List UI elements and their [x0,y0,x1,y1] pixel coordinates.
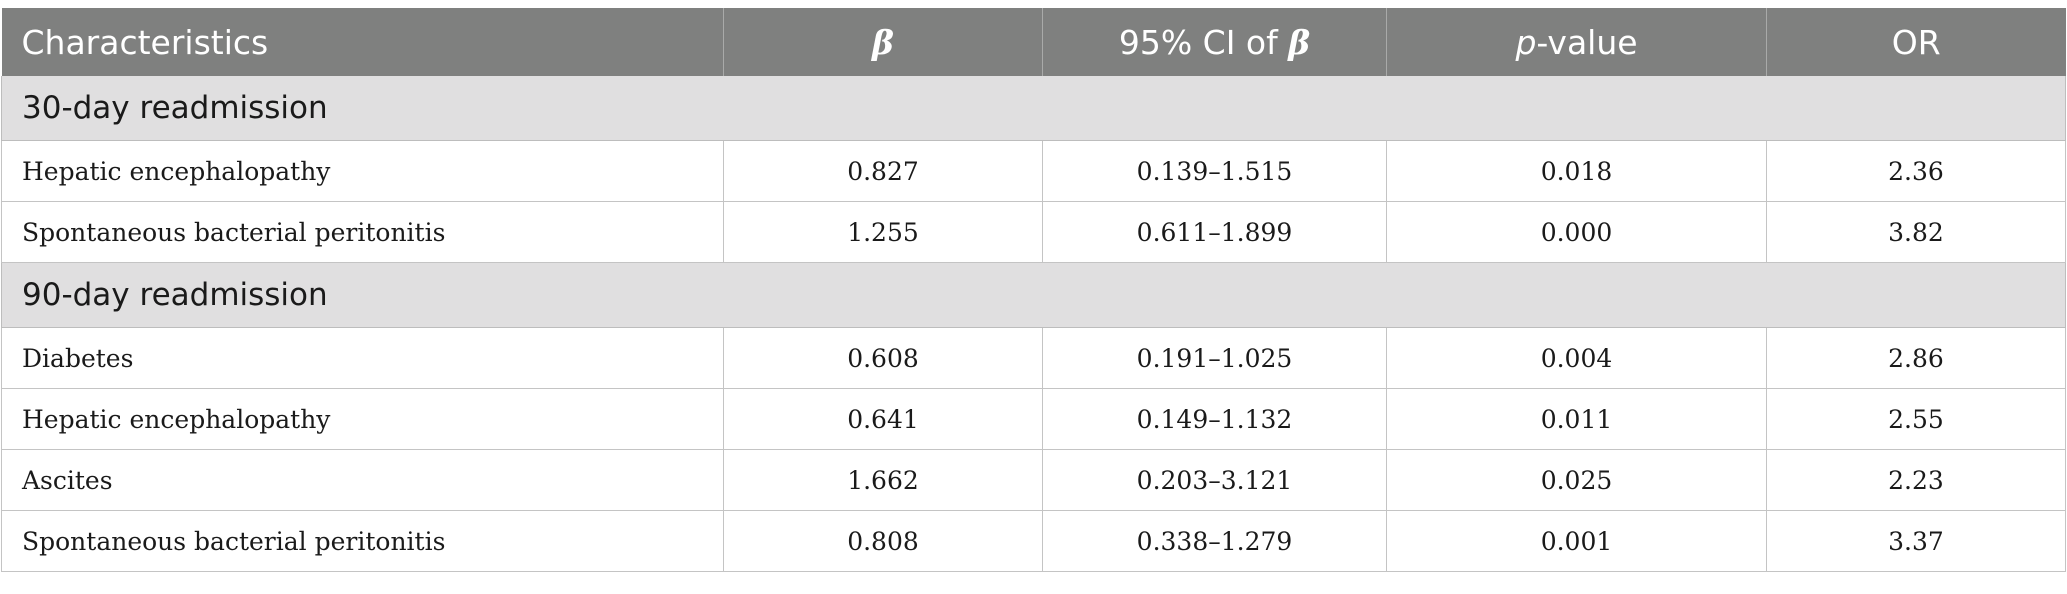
section-row-30-day: 30-day readmission [1,76,2066,141]
p-value-cell: 0.000 [1386,201,1767,263]
or-cell: 2.86 [1766,327,2066,389]
p-value-cell: 0.018 [1386,140,1767,202]
p-italic: p [1515,22,1537,62]
beta-symbol: β [872,22,894,62]
table-row: Hepatic encephalopathy 0.641 0.149–1.132… [1,388,2066,450]
header-p-value: p-value [1386,8,1767,76]
row-label: Spontaneous bacterial peritonitis [1,510,724,572]
p-value-cell: 0.001 [1386,510,1767,572]
table-header: Characteristics β 95% CI of β p-value OR [1,8,2066,76]
section-title: 90-day readmission [1,262,2066,328]
p-suffix: -value [1536,22,1638,62]
beta-cell: 0.808 [723,510,1043,572]
regression-table: Characteristics β 95% CI of β p-value OR… [1,8,2066,572]
ci-prefix: 95% CI of [1118,22,1289,62]
header-characteristics: Characteristics [1,8,724,76]
or-cell: 2.55 [1766,388,2066,450]
header-row: Characteristics β 95% CI of β p-value OR [1,8,2066,76]
or-cell: 3.82 [1766,201,2066,263]
beta-cell: 0.608 [723,327,1043,389]
row-label: Diabetes [1,327,724,389]
beta-cell: 0.827 [723,140,1043,202]
row-label: Spontaneous bacterial peritonitis [1,201,724,263]
ci-beta-symbol: β [1288,22,1311,62]
or-cell: 2.23 [1766,449,2066,511]
row-label: Hepatic encephalopathy [1,388,724,450]
header-beta: β [723,8,1043,76]
ci-cell: 0.338–1.279 [1042,510,1387,572]
table-row: Spontaneous bacterial peritonitis 1.255 … [1,201,2066,263]
table-row: Spontaneous bacterial peritonitis 0.808 … [1,510,2066,572]
row-label: Ascites [1,449,724,511]
table-row: Diabetes 0.608 0.191–1.025 0.004 2.86 [1,327,2066,389]
or-cell: 2.36 [1766,140,2066,202]
p-value-cell: 0.004 [1386,327,1767,389]
ci-cell: 0.203–3.121 [1042,449,1387,511]
section-title: 30-day readmission [1,76,2066,141]
ci-cell: 0.139–1.515 [1042,140,1387,202]
section-row-90-day: 90-day readmission [1,262,2066,328]
regression-table-container: Characteristics β 95% CI of β p-value OR… [1,8,2066,572]
beta-cell: 1.255 [723,201,1043,263]
p-value-cell: 0.011 [1386,388,1767,450]
table-row: Ascites 1.662 0.203–3.121 0.025 2.23 [1,449,2066,511]
table-row: Hepatic encephalopathy 0.827 0.139–1.515… [1,140,2066,202]
header-or: OR [1766,8,2066,76]
p-value-cell: 0.025 [1386,449,1767,511]
header-ci: 95% CI of β [1042,8,1387,76]
ci-cell: 0.149–1.132 [1042,388,1387,450]
ci-cell: 0.191–1.025 [1042,327,1387,389]
beta-cell: 1.662 [723,449,1043,511]
table-body: 30-day readmission Hepatic encephalopath… [1,76,2066,572]
or-cell: 3.37 [1766,510,2066,572]
row-label: Hepatic encephalopathy [1,140,724,202]
beta-cell: 0.641 [723,388,1043,450]
ci-cell: 0.611–1.899 [1042,201,1387,263]
